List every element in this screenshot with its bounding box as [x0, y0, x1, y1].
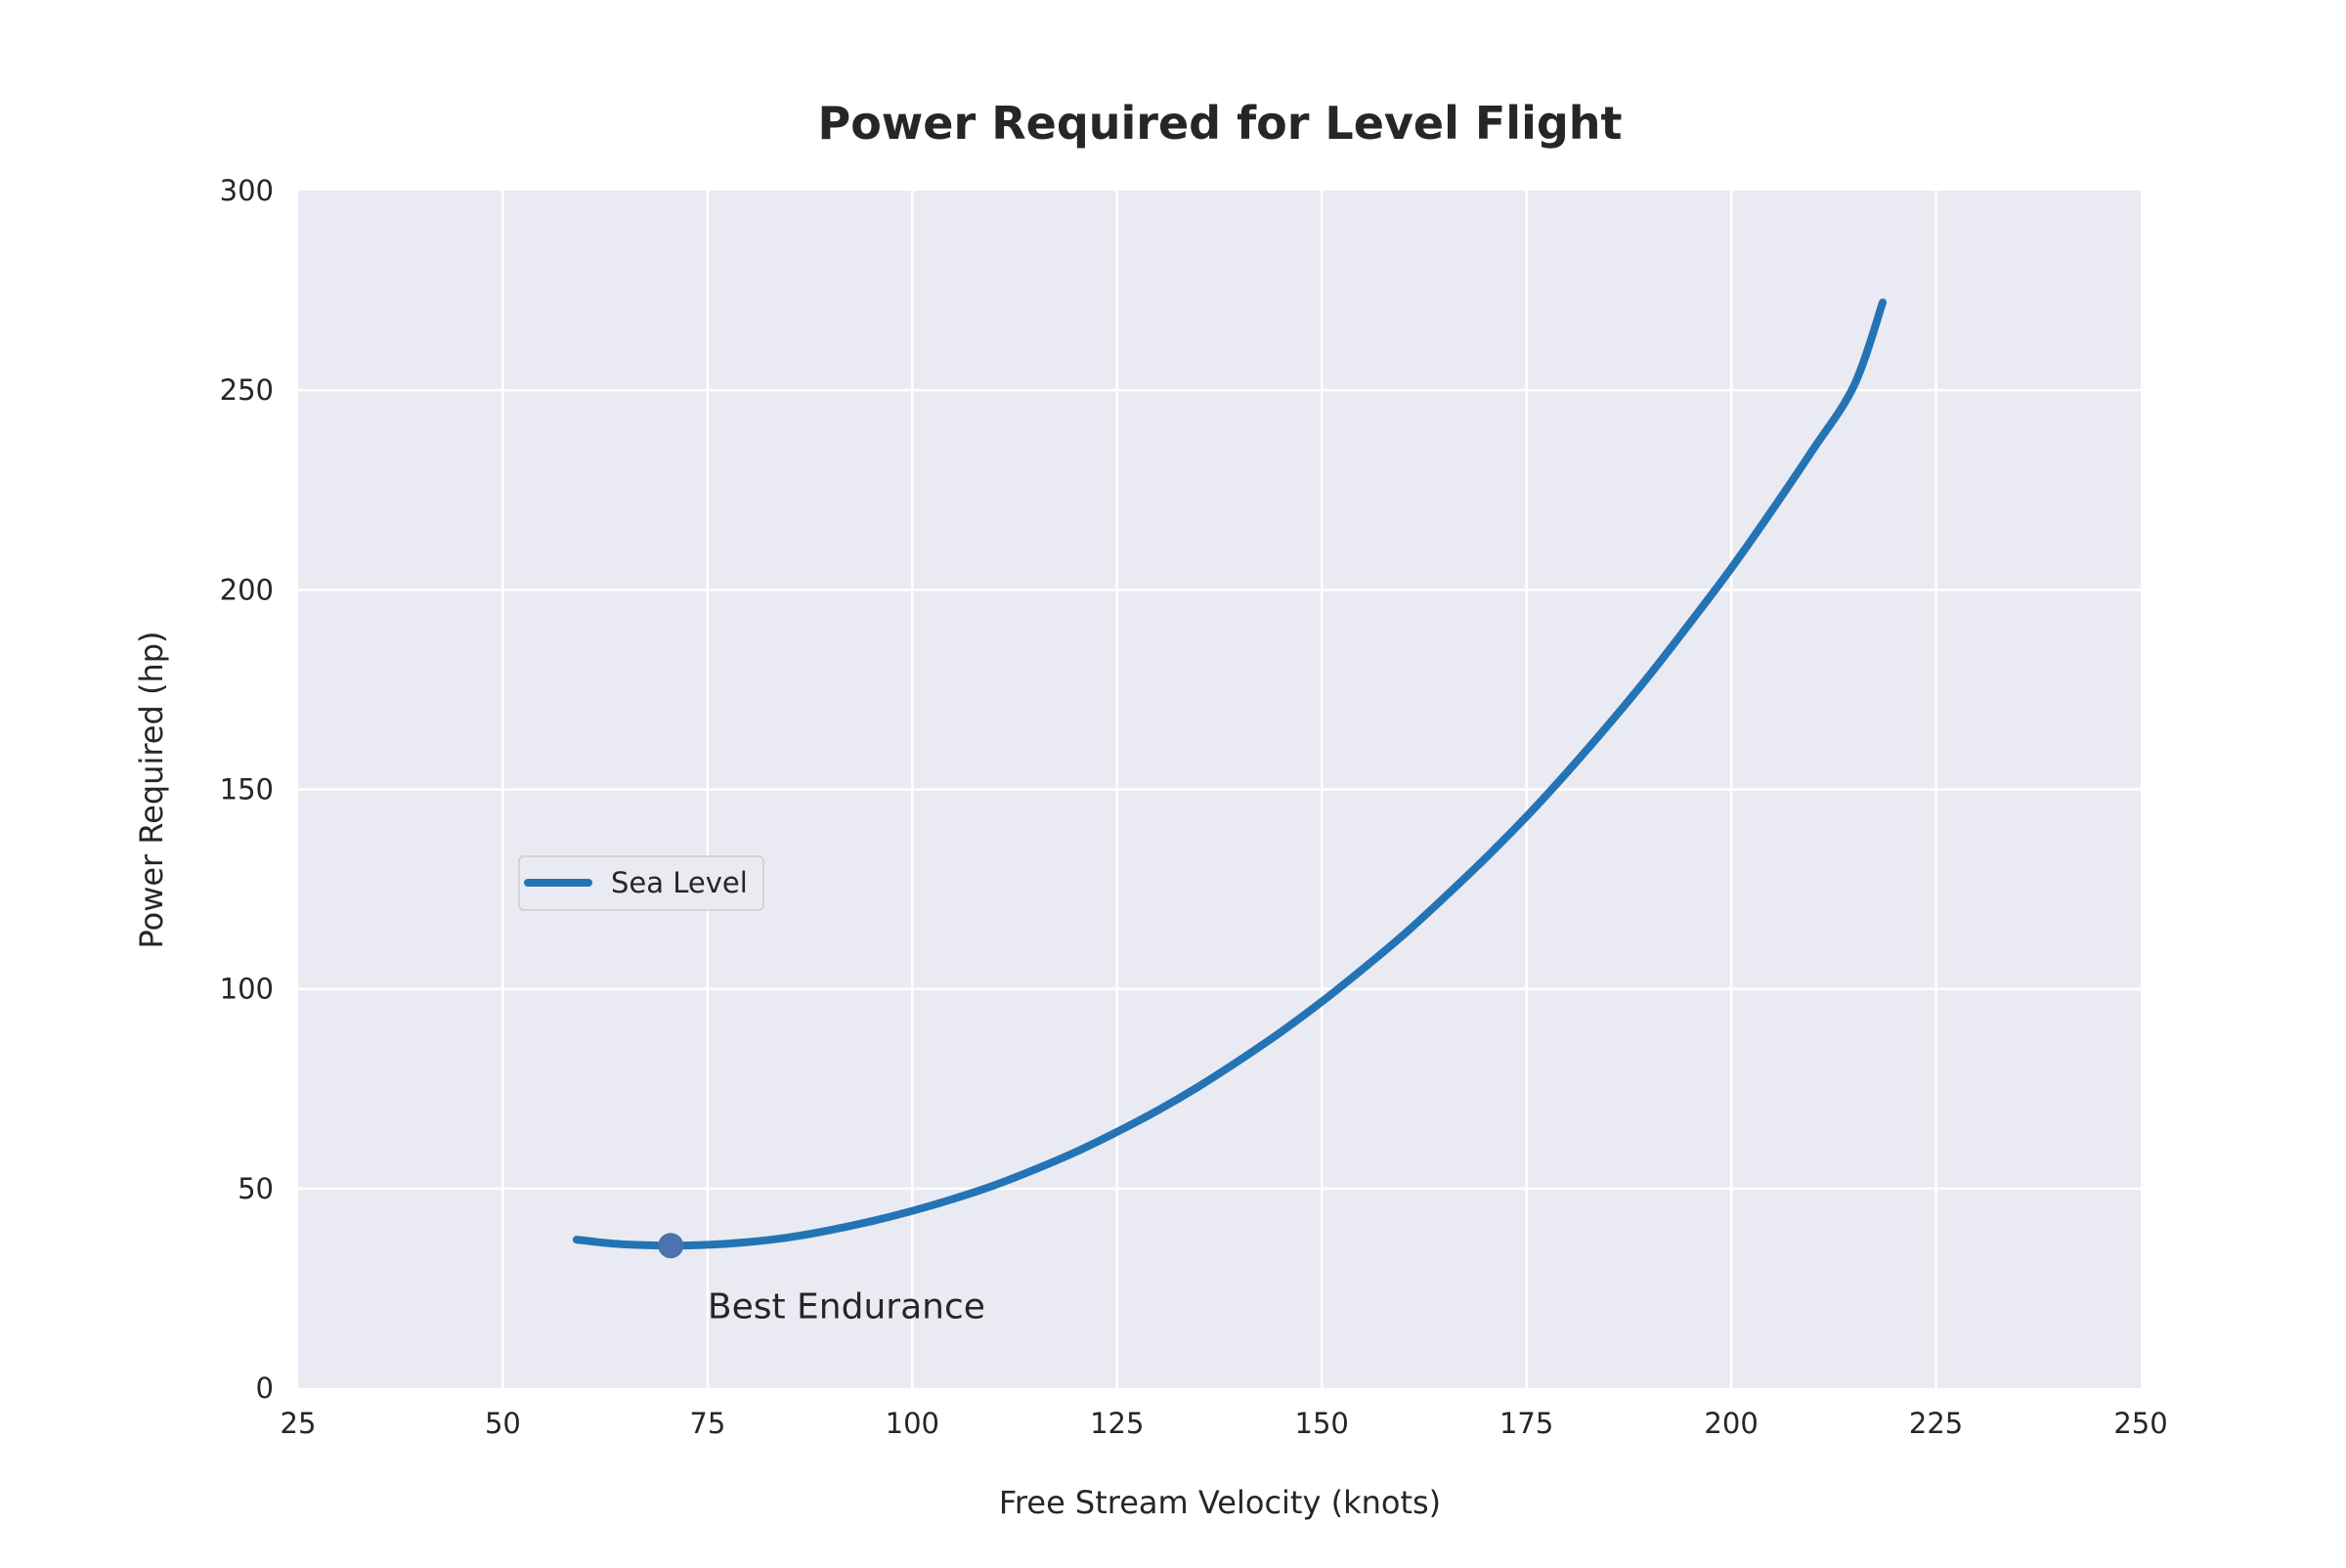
- y-tick-label: 0: [256, 1372, 274, 1405]
- x-tick-label: 100: [886, 1407, 939, 1440]
- y-tick-label: 200: [220, 573, 274, 606]
- grid-lines: [298, 191, 2141, 1388]
- x-axis-title: Free Stream Velocity (knots): [999, 1484, 1441, 1521]
- x-tick-label: 150: [1295, 1407, 1349, 1440]
- series-layer: [572, 298, 1888, 1250]
- y-tick-label: 150: [220, 773, 274, 806]
- x-tick-label: 200: [1704, 1407, 1758, 1440]
- y-tick-label: 250: [220, 373, 274, 407]
- best-endurance-label: Best Endurance: [708, 1287, 985, 1328]
- y-axis-title: Power Required (hp): [133, 631, 170, 948]
- x-tick-label: 75: [689, 1407, 725, 1440]
- legend: Sea Level: [518, 855, 764, 911]
- chart-title: Power Required for Level Flight: [817, 97, 1622, 150]
- x-tick-label: 125: [1090, 1407, 1144, 1440]
- y-tick-label: 50: [238, 1172, 274, 1205]
- best-endurance-marker: [658, 1233, 684, 1259]
- x-tick-label: 175: [1499, 1407, 1553, 1440]
- y-tick-label: 100: [220, 973, 274, 1006]
- annotation-layer: Best Endurance: [658, 1233, 985, 1328]
- legend-label-sea-level: Sea Level: [611, 866, 748, 899]
- y-tick-label: 300: [220, 174, 274, 207]
- x-tick-label: 25: [281, 1407, 317, 1440]
- series-line-sea-level: [572, 298, 1888, 1250]
- x-tick-label: 225: [1909, 1407, 1963, 1440]
- legend-box: [518, 855, 764, 911]
- x-tick-label: 250: [2113, 1407, 2167, 1440]
- tick-labels: 25 50 75 100 125 150 175 200 225 250 0 50 100 150 200 2…: [220, 174, 2168, 1440]
- x-tick-label: 50: [485, 1407, 521, 1440]
